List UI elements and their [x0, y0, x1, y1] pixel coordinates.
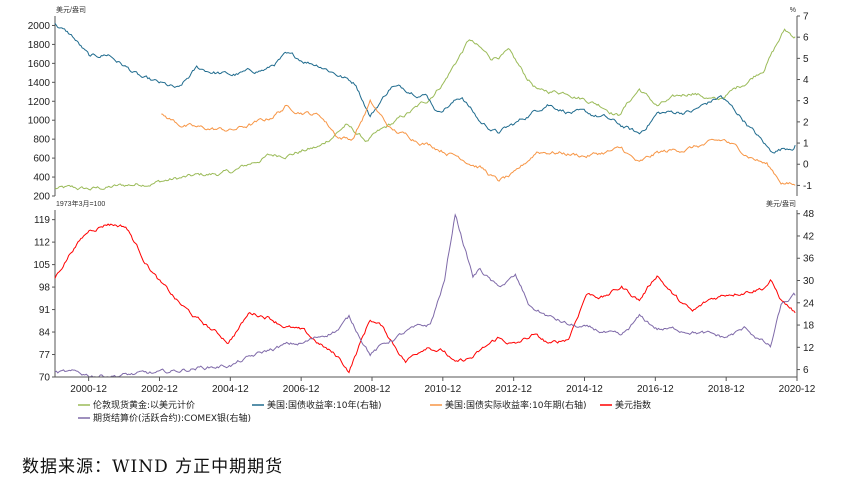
right-tick-label: 3: [803, 96, 809, 107]
left-tick-label: 800: [33, 135, 50, 146]
left-tick-label: 1800: [28, 40, 51, 51]
x-axis: 2000-12 2002-12 2004-12 2006-12 2008-12 2010-…: [55, 376, 816, 395]
legend-label: 美国:国债收益率:10年(右轴): [267, 399, 382, 411]
x-tick-label: 2000-12: [70, 384, 107, 395]
x-tick-label: 2006-12: [283, 384, 320, 395]
x-tick-label: 2018-12: [708, 384, 745, 395]
x-tick-label: 2016-12: [637, 384, 674, 395]
left-tick-label: 119: [34, 215, 50, 226]
right-unit-label: 美元/盎司: [766, 199, 796, 208]
series-line-1-0: [54, 223, 796, 374]
left-tick-label: 1000: [28, 116, 51, 127]
right-tick-label: 36: [803, 254, 815, 265]
right-tick-label: -1: [803, 181, 812, 192]
left-tick-label: 1400: [28, 78, 51, 89]
left-tick-label: 91: [39, 305, 51, 316]
right-tick-label: 2: [803, 117, 809, 128]
right-tick-label: 24: [803, 298, 815, 309]
right-tick-label: 5: [803, 54, 809, 65]
x-tick-label: 2008-12: [354, 384, 391, 395]
x-tick-label: 2002-12: [141, 384, 178, 395]
right-tick-label: 7: [803, 12, 809, 23]
right-tick-label: 4: [803, 75, 809, 86]
left-tick-label: 2000: [28, 21, 51, 32]
x-tick-label: 2004-12: [212, 384, 249, 395]
right-tick-label: 30: [803, 276, 815, 287]
left-tick-label: 70: [39, 373, 51, 384]
x-tick-label: 2012-12: [495, 384, 532, 395]
left-tick-label: 105: [33, 260, 50, 271]
right-tick-label: 6: [803, 365, 809, 376]
dual-panel-chart: 美元/盎司 %2004006008001000120014001600180020…: [28, 5, 816, 424]
left-tick-label: 200: [33, 192, 50, 203]
x-tick-label: 2010-12: [424, 384, 461, 395]
right-tick-label: 6: [803, 33, 809, 44]
x-tick-label: 2020-12: [779, 384, 816, 395]
left-tick-label: 400: [33, 173, 50, 184]
legend-label: 美元指数: [615, 399, 651, 411]
left-tick-label: 1600: [28, 59, 51, 70]
left-tick-label: 112: [34, 238, 50, 249]
series-line-0-2: [161, 98, 796, 186]
left-tick-label: 1200: [28, 97, 51, 108]
series-line-1-1: [54, 213, 796, 378]
top-panel: 美元/盎司 %2004006008001000120014001600180020…: [28, 5, 813, 203]
legend: 伦敦现货黄金:以美元计价 美国:国债收益率:10年(右轴) 美国:国债实际收益率:1…: [78, 399, 651, 424]
right-tick-label: 12: [803, 343, 815, 354]
bottom-panel: 1973年3月=100 美元/盎司 70 77 84 91 98 105 112 119 6 12 18…: [33, 199, 814, 384]
legend-label: 伦敦现货黄金:以美元计价: [93, 399, 195, 411]
right-tick-label: 0: [803, 160, 809, 171]
left-unit-label: 美元/盎司: [56, 5, 86, 14]
left-tick-label: 98: [39, 283, 51, 294]
x-tick-label: 2014-12: [566, 384, 603, 395]
left-tick-label: 77: [39, 350, 51, 361]
left-tick-label: 600: [33, 154, 50, 165]
right-tick-label: 42: [803, 231, 815, 242]
left-unit-label: 1973年3月=100: [56, 199, 105, 208]
legend-label: 美国:国债实际收益率:10年期(右轴): [445, 399, 587, 411]
right-tick-label: 18: [803, 321, 815, 332]
series-line-0-0: [54, 28, 796, 191]
right-tick-label: 48: [803, 209, 815, 220]
legend-label: 期货结算价(活跃合约):COMEX银(右轴): [93, 412, 251, 424]
right-unit-label: %: [790, 7, 796, 14]
left-tick-label: 84: [39, 328, 51, 339]
right-tick-label: 1: [803, 139, 809, 150]
series-line-0-1: [54, 23, 796, 154]
source-note: 数据来源：WIND 方正中期期货: [22, 457, 284, 477]
